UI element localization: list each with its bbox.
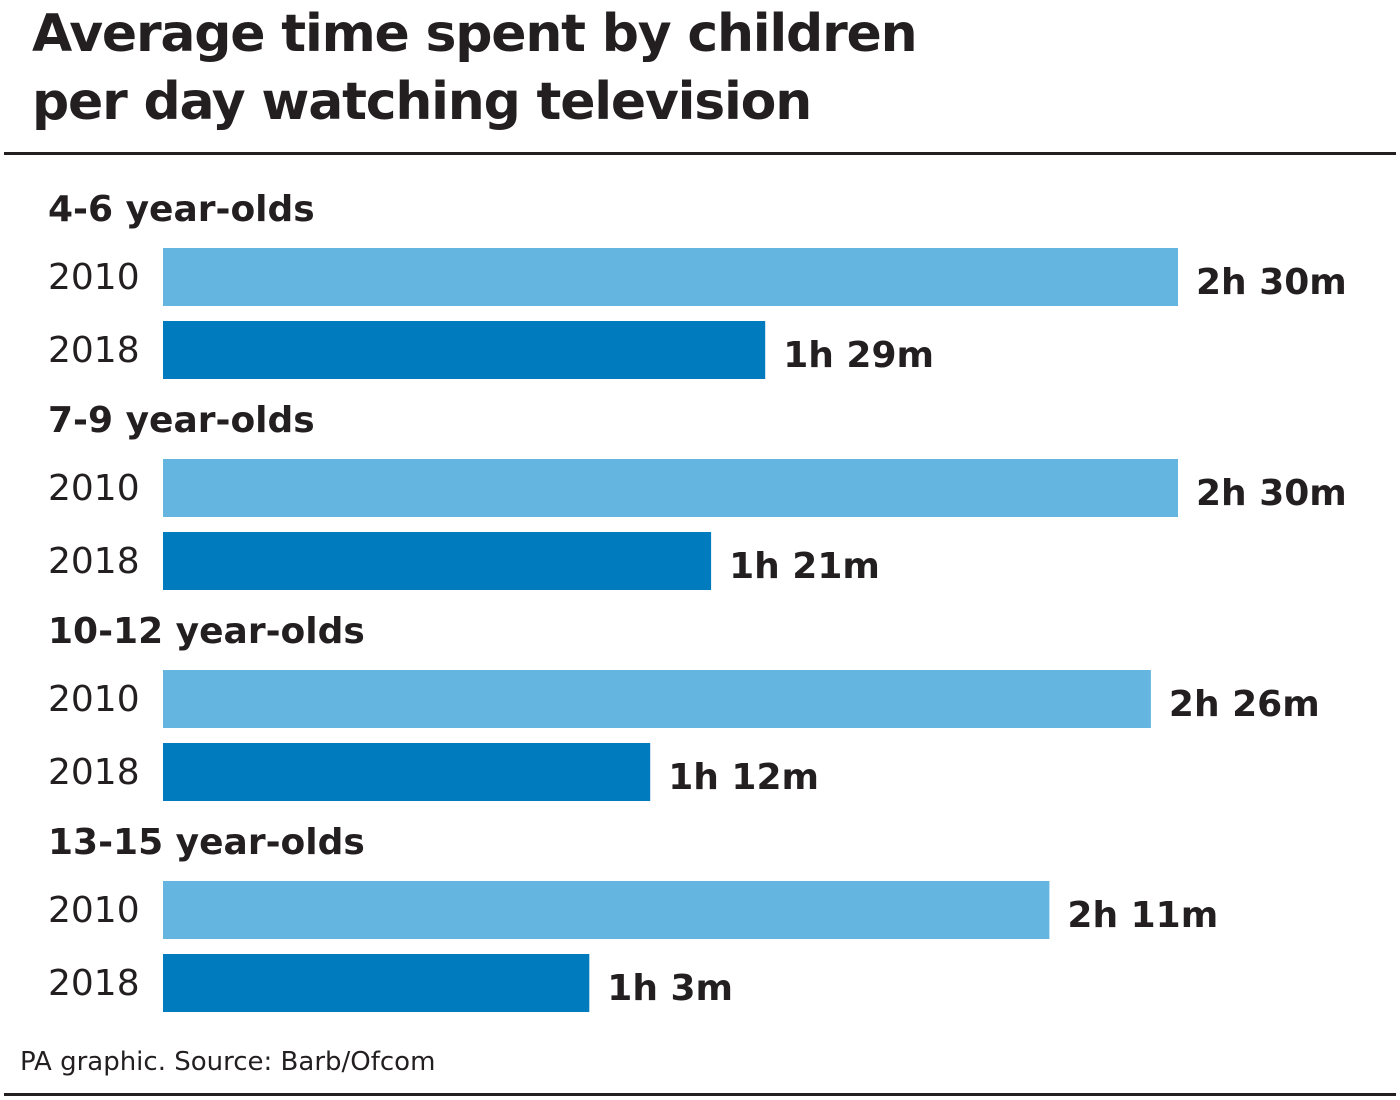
bar-2018	[163, 954, 590, 1012]
category-label: 13-15 year-olds	[48, 822, 365, 863]
group-13-15: 13-15 year-olds 2010 2h 11m 2018 1h 3m	[48, 822, 1218, 1012]
bottom-divider	[4, 1093, 1396, 1096]
chart-title: Average time spent by children per day w…	[32, 0, 1132, 136]
group-7-9: 7-9 year-olds 2010 2h 30m 2018 1h 21m	[48, 400, 1347, 590]
bar-2010	[163, 881, 1050, 939]
value-label-2010: 2h 30m	[1196, 262, 1347, 303]
year-label-2010: 2010	[48, 468, 140, 509]
value-label-2018: 1h 3m	[607, 968, 733, 1009]
bar-2010	[163, 670, 1151, 728]
year-label-2010: 2010	[48, 679, 140, 720]
bar-2018	[163, 321, 766, 379]
category-label: 10-12 year-olds	[48, 611, 365, 652]
value-label-2010: 2h 30m	[1196, 473, 1347, 514]
group-10-12: 10-12 year-olds 2010 2h 26m 2018 1h 12m	[48, 611, 1320, 801]
source-note: PA graphic. Source: Barb/Ofcom	[20, 1047, 436, 1077]
chart-title-line-2: per day watching television	[32, 72, 812, 132]
group-4-6: 4-6 year-olds 2010 2h 30m 2018 1h 29m	[48, 189, 1347, 379]
top-divider	[4, 152, 1396, 155]
bar-2010	[163, 248, 1178, 306]
value-label-2018: 1h 12m	[668, 757, 819, 798]
year-label-2018: 2018	[48, 963, 140, 1004]
year-label-2018: 2018	[48, 330, 140, 371]
year-label-2018: 2018	[48, 541, 140, 582]
year-label-2010: 2010	[48, 890, 140, 931]
category-label: 4-6 year-olds	[48, 189, 315, 230]
year-label-2018: 2018	[48, 752, 140, 793]
bar-2018	[163, 743, 651, 801]
chart-title-line-1: Average time spent by children	[32, 4, 918, 64]
bar-2018	[163, 532, 712, 590]
bar-2010	[163, 459, 1178, 517]
year-label-2010: 2010	[48, 257, 140, 298]
value-label-2010: 2h 26m	[1169, 684, 1320, 725]
value-label-2010: 2h 11m	[1067, 895, 1218, 936]
category-label: 7-9 year-olds	[48, 400, 315, 441]
value-label-2018: 1h 21m	[729, 546, 880, 587]
value-label-2018: 1h 29m	[783, 335, 934, 376]
